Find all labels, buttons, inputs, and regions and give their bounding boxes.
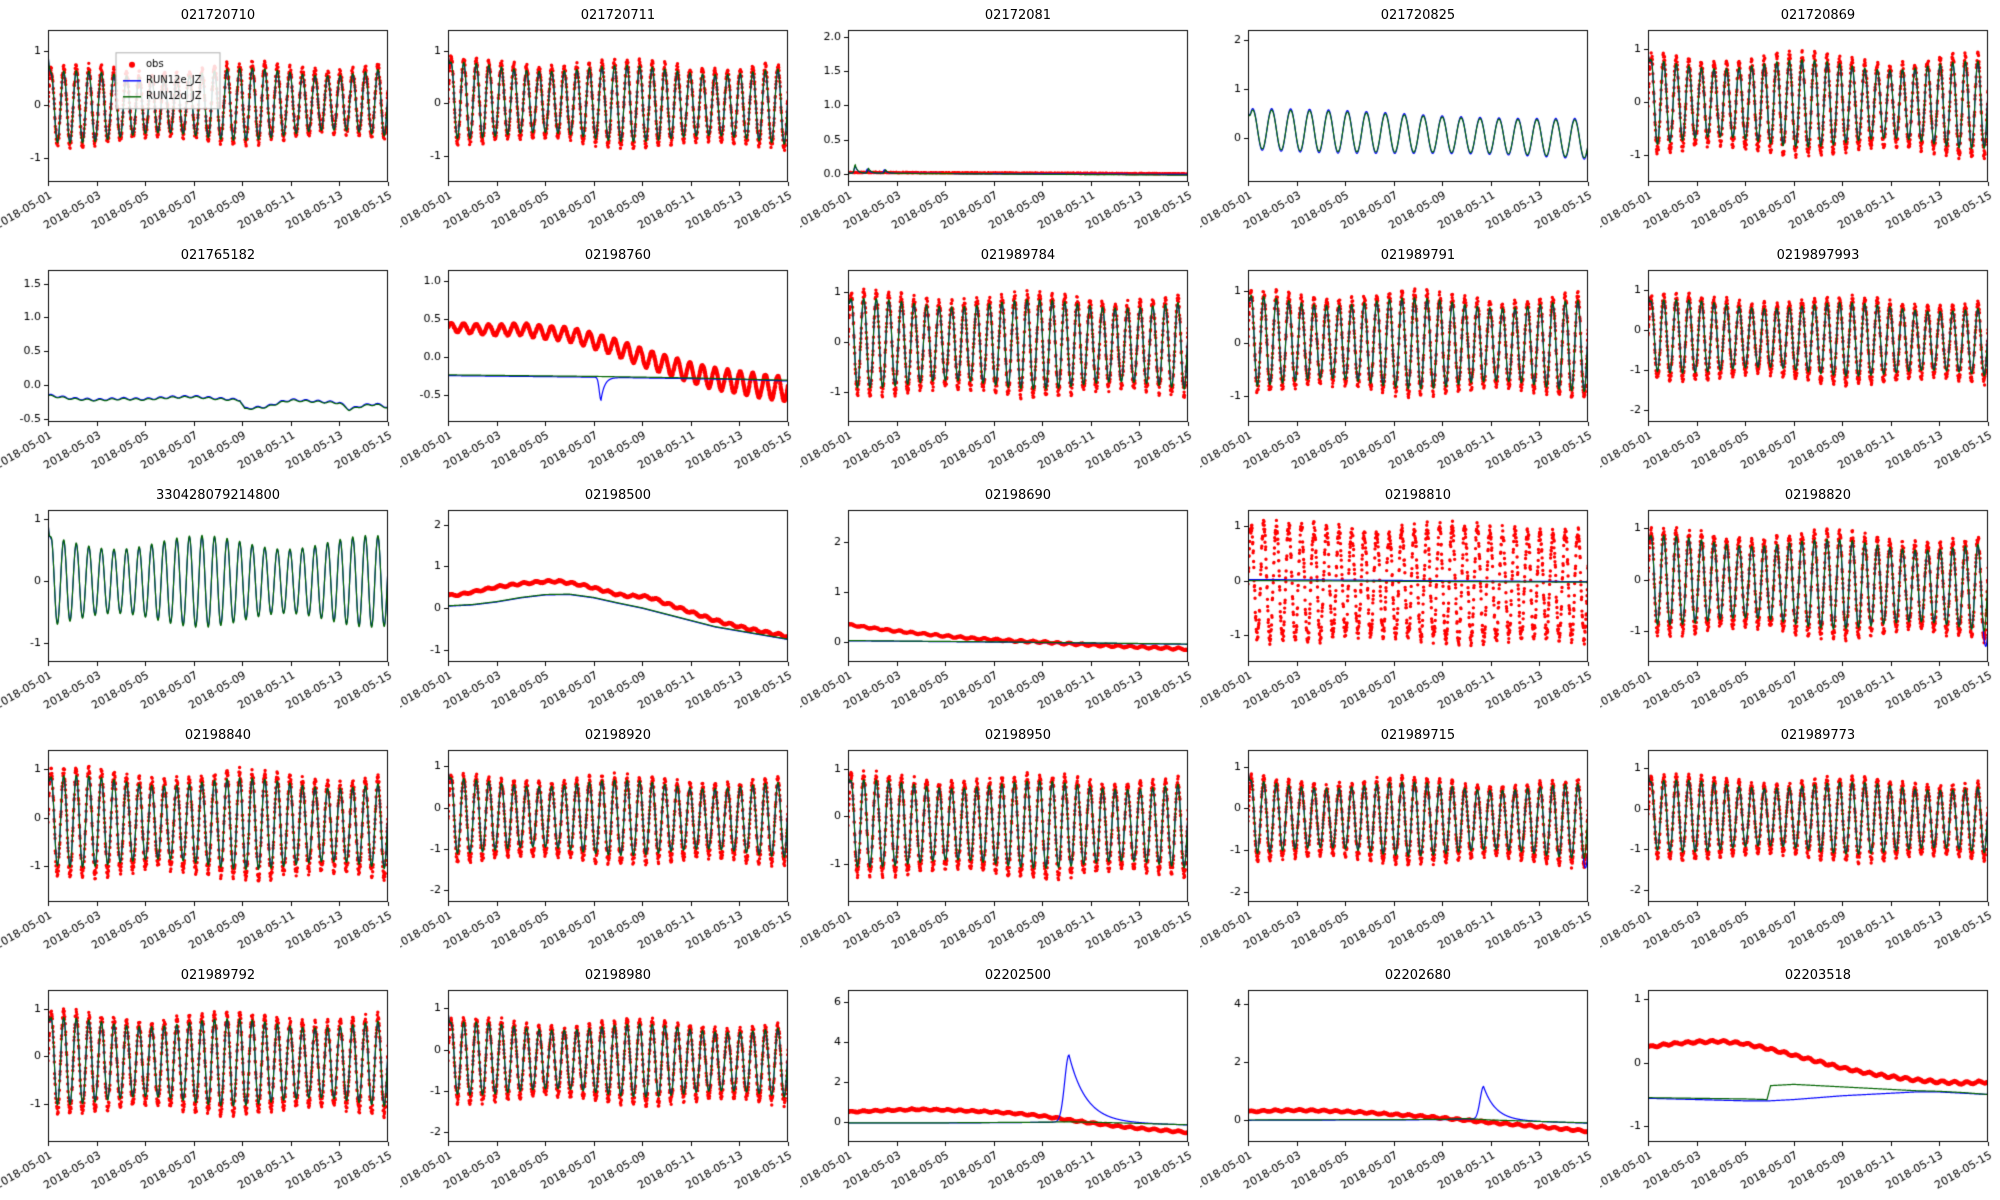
subplot-cell: 02198760 [400, 240, 800, 480]
subplot-canvas-21 [400, 986, 800, 1200]
subplot-canvas-23 [1200, 986, 1600, 1200]
subplot-canvas-4 [1600, 26, 2000, 240]
subplot-title: 021720711 [580, 8, 656, 23]
subplot-title: 021720825 [1380, 8, 1456, 23]
subplot-title: 021720710 [180, 8, 256, 23]
subplot-cell: 021720711 [400, 0, 800, 240]
subplot-cell: 021989791 [1200, 240, 1600, 480]
subplot-cell: 0219897993 [1600, 240, 2000, 480]
subplot-canvas-8 [1200, 266, 1600, 480]
subplot-title: 021989791 [1380, 248, 1456, 263]
subplot-title: 021989715 [1380, 728, 1456, 743]
subplot-title: 02198840 [184, 728, 252, 743]
subplot-cell: 02172081 [800, 0, 1200, 240]
subplot-cell: 021989784 [800, 240, 1200, 480]
subplot-canvas-10 [0, 506, 400, 720]
subplot-title: 021989792 [180, 968, 256, 983]
subplot-cell: 021989773 [1600, 720, 2000, 960]
subplot-cell: 02198820 [1600, 480, 2000, 720]
subplot-cell: 021765182 [0, 240, 400, 480]
subplot-canvas-0 [0, 26, 400, 240]
subplot-title: 02198500 [584, 488, 652, 503]
subplot-canvas-24 [1600, 986, 2000, 1200]
subplot-cell: 02198690 [800, 480, 1200, 720]
subplot-canvas-2 [800, 26, 1200, 240]
subplot-canvas-6 [400, 266, 800, 480]
subplot-title: 02198920 [584, 728, 652, 743]
subplot-canvas-5 [0, 266, 400, 480]
subplot-title: 021720869 [1780, 8, 1856, 23]
subplot-title: 021765182 [180, 248, 256, 263]
subplot-canvas-3 [1200, 26, 1600, 240]
subplot-cell: 021989715 [1200, 720, 1600, 960]
subplot-canvas-12 [800, 506, 1200, 720]
subplot-cell: 02202500 [800, 960, 1200, 1200]
subplot-canvas-14 [1600, 506, 2000, 720]
subplot-cell: 021720825 [1200, 0, 1600, 240]
subplot-canvas-7 [800, 266, 1200, 480]
subplot-title: 02172081 [984, 8, 1052, 23]
subplot-canvas-19 [1600, 746, 2000, 960]
subplot-canvas-22 [800, 986, 1200, 1200]
subplot-title: 02198690 [984, 488, 1052, 503]
subplot-title: 02198810 [1384, 488, 1452, 503]
subplot-title: 02198760 [584, 248, 652, 263]
subplot-cell: 02198500 [400, 480, 800, 720]
subplot-title: 021989784 [980, 248, 1056, 263]
subplot-title: 0219897993 [1776, 248, 1860, 263]
subplot-cell: 021720710 [0, 0, 400, 240]
subplot-title: 02202680 [1384, 968, 1452, 983]
subplot-title: 02198950 [984, 728, 1052, 743]
subplot-cell: 02203518 [1600, 960, 2000, 1200]
subplot-title: 021989773 [1780, 728, 1856, 743]
subplot-canvas-9 [1600, 266, 2000, 480]
subplot-cell: 02202680 [1200, 960, 1600, 1200]
subplot-cell: 330428079214800 [0, 480, 400, 720]
subplot-title: 02203518 [1784, 968, 1852, 983]
subplot-title: 02198980 [584, 968, 652, 983]
subplot-title: 02202500 [984, 968, 1052, 983]
subplot-cell: 021720869 [1600, 0, 2000, 240]
subplot-title: 02198820 [1784, 488, 1852, 503]
subplot-canvas-11 [400, 506, 800, 720]
subplot-cell: 02198840 [0, 720, 400, 960]
subplot-canvas-18 [1200, 746, 1600, 960]
subplot-canvas-20 [0, 986, 400, 1200]
subplot-canvas-17 [800, 746, 1200, 960]
subplot-cell: 02198980 [400, 960, 800, 1200]
subplot-canvas-1 [400, 26, 800, 240]
subplot-cell: 02198920 [400, 720, 800, 960]
subplot-canvas-13 [1200, 506, 1600, 720]
subplot-canvas-16 [400, 746, 800, 960]
subplot-cell: 02198810 [1200, 480, 1600, 720]
subplot-cell: 021989792 [0, 960, 400, 1200]
subplot-title: 330428079214800 [155, 488, 281, 503]
subplot-canvas-15 [0, 746, 400, 960]
subplot-cell: 02198950 [800, 720, 1200, 960]
